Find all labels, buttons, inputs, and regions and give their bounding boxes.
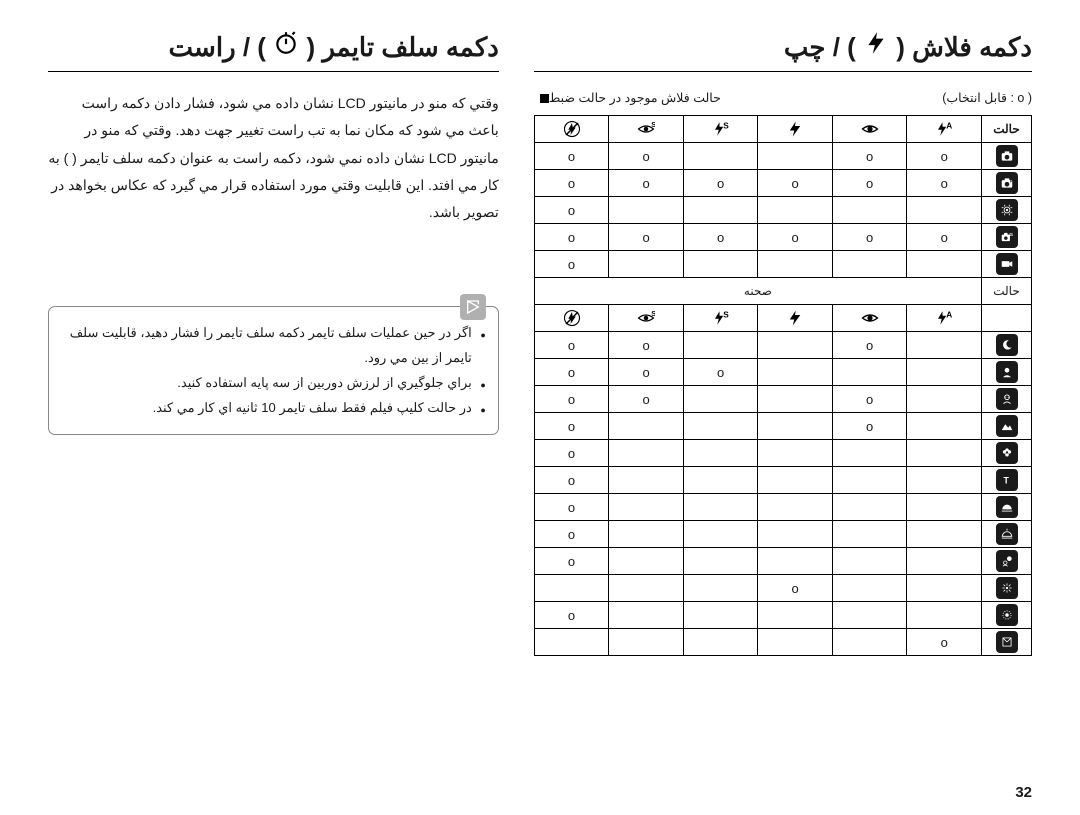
mode-auto-icon — [982, 143, 1032, 170]
self-timer-title-icon — [273, 30, 299, 56]
scene-selfshot-icon — [982, 629, 1032, 656]
table-row: o — [534, 251, 1031, 278]
svg-text:A: A — [946, 121, 952, 130]
redeye-icon — [832, 305, 907, 332]
tip-item: براي جلوگيري از لرزش دوربين از سه پايه ا… — [57, 371, 484, 396]
flash-title: دكمه فلاش ( ) / چپ — [534, 30, 1032, 72]
subhead-selectable: ( o : قابل انتخاب) — [942, 90, 1032, 105]
flash-modes-table: S S A حالت oooo oooooo P o oooooo — [534, 115, 1032, 656]
flash-title-icon — [863, 30, 889, 56]
scene-backlight-icon — [982, 548, 1032, 575]
redeye-icon — [832, 116, 907, 143]
flash-auto-icon: A — [907, 305, 982, 332]
svg-text:T: T — [1003, 476, 1009, 486]
mode-movie-icon — [982, 251, 1032, 278]
table-row: ooo — [534, 386, 1031, 413]
table-row: ooo — [534, 332, 1031, 359]
table-row: o — [534, 602, 1031, 629]
tip-item: اگر در حين عمليات سلف تايمر دكمه سلف تاي… — [57, 321, 484, 370]
scene-sunset-icon — [982, 494, 1032, 521]
title-left-post: ) / راست — [169, 32, 266, 62]
flash-fill-icon — [758, 116, 833, 143]
scene-divider: صحنه حالت — [534, 278, 1031, 305]
mode-dis-icon — [982, 197, 1032, 224]
mode-program-icon: P — [982, 170, 1032, 197]
redeye-slow-icon: S — [609, 305, 684, 332]
flash-fill-icon — [758, 305, 833, 332]
svg-text:G: G — [1009, 232, 1013, 237]
table-row: o — [534, 197, 1031, 224]
mode-guide-icon: G — [982, 224, 1032, 251]
flash-subhead: ( o : قابل انتخاب) حالت فلاش موجود در حا… — [534, 90, 1032, 105]
table-row: oooooo P — [534, 170, 1031, 197]
mode-header: حالت — [982, 116, 1032, 143]
table-row: oooo — [534, 143, 1031, 170]
table-row: oo — [534, 413, 1031, 440]
flash-auto-icon: A — [907, 116, 982, 143]
table-row: o — [534, 548, 1031, 575]
scene-children-icon — [982, 386, 1032, 413]
tip-item: در حالت كليپ فيلم فقط سلف تايمر 10 ثانيه… — [57, 396, 484, 421]
page-number: 32 — [1015, 784, 1032, 801]
svg-text:P: P — [1009, 178, 1012, 183]
flash-off-icon — [534, 116, 609, 143]
title-left-pre: دكمه سلف تايمر ( — [306, 32, 498, 62]
table-row: ooo — [534, 359, 1031, 386]
svg-text:A: A — [946, 310, 952, 319]
title-right-pre: دكمه فلاش ( — [896, 32, 1032, 62]
flash-slow-icon: S — [683, 305, 758, 332]
svg-text:S: S — [651, 120, 655, 129]
table-row: oooooo G — [534, 224, 1031, 251]
scene-night-icon — [982, 332, 1032, 359]
scene-beachsnow-icon — [982, 602, 1032, 629]
scene-dawn-icon — [982, 521, 1032, 548]
self-timer-title: دكمه سلف تايمر ( ) / راست — [48, 30, 499, 72]
table-row: o — [534, 575, 1031, 602]
table-row: o T — [534, 467, 1031, 494]
svg-text:S: S — [651, 309, 655, 318]
svg-text:S: S — [723, 121, 729, 130]
self-timer-paragraph: وقتي كه منو در مانيتور LCD نشان داده مي … — [48, 90, 499, 226]
table-row: o — [534, 494, 1031, 521]
subhead-right: حالت فلاش موجود در حالت ضبط — [534, 90, 721, 105]
scene-portrait-icon — [982, 359, 1032, 386]
scene-text-icon: T — [982, 467, 1032, 494]
table-row: o — [534, 440, 1031, 467]
flash-off-icon — [534, 305, 609, 332]
table-row: o — [534, 521, 1031, 548]
title-right-post: ) / چپ — [784, 32, 856, 62]
tips-box: اگر در حين عمليات سلف تايمر دكمه سلف تاي… — [48, 306, 499, 435]
svg-text:S: S — [723, 310, 729, 319]
redeye-slow-icon: S — [609, 116, 684, 143]
flash-slow-icon: S — [683, 116, 758, 143]
note-icon — [460, 294, 486, 320]
scene-closeup-icon — [982, 440, 1032, 467]
scene-landscape-icon — [982, 413, 1032, 440]
table-row: o — [534, 629, 1031, 656]
scene-fireworks-icon — [982, 575, 1032, 602]
